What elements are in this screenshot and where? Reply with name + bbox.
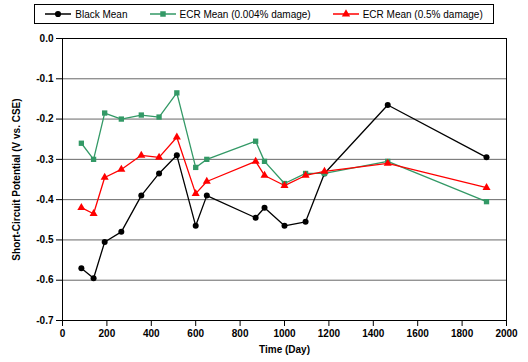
svg-text:Time (Day): Time (Day) <box>259 344 310 355</box>
svg-text:2000: 2000 <box>495 328 518 339</box>
svg-text:0.0: 0.0 <box>40 33 54 44</box>
svg-text:-0.7: -0.7 <box>36 315 54 326</box>
svg-text:-0.4: -0.4 <box>36 194 54 205</box>
svg-text:1000: 1000 <box>273 328 296 339</box>
svg-text:0: 0 <box>60 328 66 339</box>
svg-text:-0.3: -0.3 <box>36 154 54 165</box>
svg-text:1800: 1800 <box>451 328 474 339</box>
svg-text:-0.5: -0.5 <box>36 234 54 245</box>
svg-text:200: 200 <box>99 328 116 339</box>
html-text:ECR Mean (0.5% damage): ECR Mean (0.5% damage) <box>362 8 483 20</box>
svg-text:-0.2: -0.2 <box>36 113 54 124</box>
svg-text:Short-Circuit Potential (V vs.: Short-Circuit Potential (V vs. CSE) <box>11 98 22 260</box>
html-text:Black Mean: Black Mean <box>75 8 128 20</box>
svg-text:600: 600 <box>187 328 204 339</box>
svg-text:-0.1: -0.1 <box>36 73 54 84</box>
html-text:ECR Mean (0.004% damage): ECR Mean (0.004% damage) <box>179 8 311 20</box>
svg-text:1200: 1200 <box>318 328 341 339</box>
svg-text:1600: 1600 <box>407 328 430 339</box>
svg-text:800: 800 <box>232 328 249 339</box>
svg-text:-0.6: -0.6 <box>36 274 54 285</box>
svg-text:1400: 1400 <box>362 328 385 339</box>
svg-text:400: 400 <box>143 328 160 339</box>
